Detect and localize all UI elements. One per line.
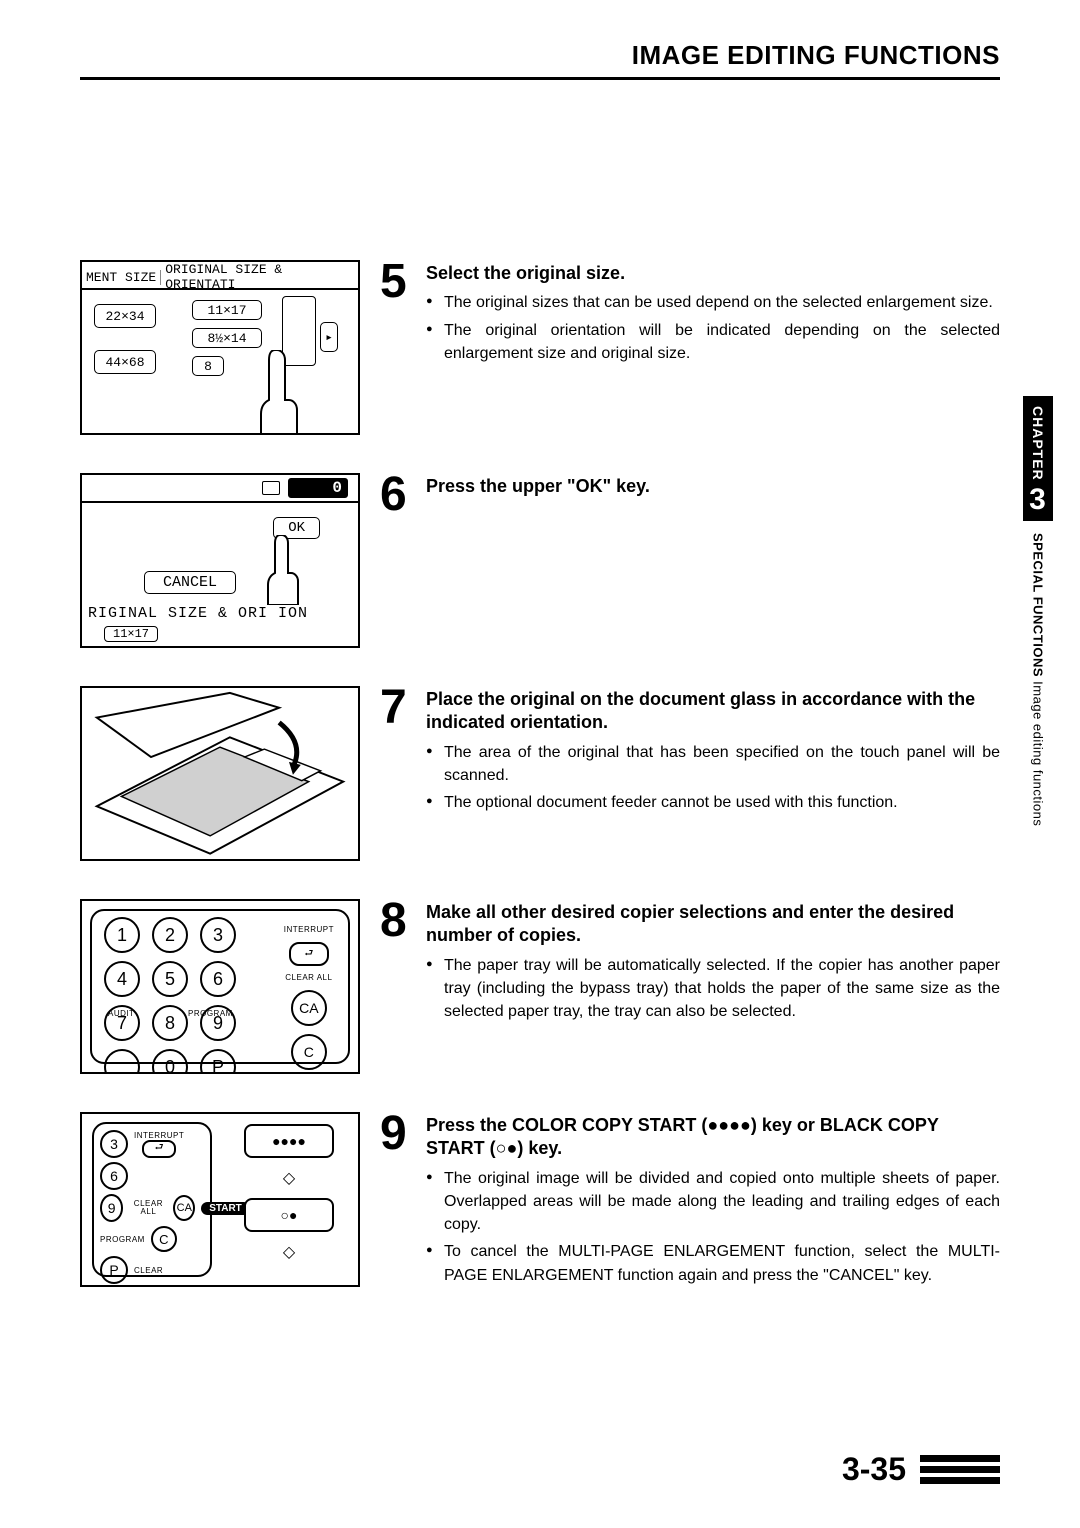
btn-8half14[interactable]: 8½×14	[192, 328, 262, 348]
scanner-glass-icon	[82, 688, 358, 861]
key-p[interactable]: P	[200, 1049, 236, 1074]
clear-button[interactable]: C	[291, 1034, 327, 1070]
step-number: 5	[380, 260, 418, 303]
clear-button[interactable]: C	[151, 1226, 177, 1252]
chapter-label: CHAPTER	[1030, 406, 1046, 481]
key-6[interactable]: 6	[100, 1162, 128, 1190]
illustration-5: MENT SIZE ORIGINAL SIZE & ORIENTATI 22×3…	[80, 260, 360, 435]
illustration-7	[80, 686, 360, 861]
btn-22x34[interactable]: 22×34	[94, 304, 156, 328]
step-title: Press the COLOR COPY START (●●●●) key or…	[426, 1114, 1000, 1161]
bullet: The paper tray will be automatically sel…	[426, 954, 1000, 1024]
step-9: 3 INTERRUPT ⮐ 6 9 CLEAR ALL CA START	[80, 1112, 1000, 1291]
btn-11x17[interactable]: 11×17	[192, 300, 262, 320]
bullet: The original orientation will be indicat…	[426, 319, 1000, 365]
interrupt-button[interactable]: ⮐	[142, 1140, 176, 1158]
chapter-box: CHAPTER 3	[1023, 396, 1053, 521]
side-tab: CHAPTER 3 SPECIAL FUNCTIONS Image editin…	[1016, 396, 1060, 836]
audit-label: AUDIT	[108, 1009, 135, 1018]
illustration-6: 0 OK CANCEL RIGINAL SIZE & ORI ION 11×17	[80, 473, 360, 648]
copies-display: 0	[288, 478, 348, 498]
page-number: 3-35	[842, 1451, 906, 1488]
bullet: The original image will be divided and c…	[426, 1167, 1000, 1237]
diamond-icon: ◇	[283, 1168, 295, 1188]
cancel-button[interactable]: CANCEL	[144, 571, 236, 594]
content: MENT SIZE ORIGINAL SIZE & ORIENTATI 22×3…	[80, 260, 1000, 1291]
btn-8[interactable]: 8	[192, 356, 224, 376]
key-5[interactable]: 5	[152, 961, 188, 997]
step-title: Place the original on the document glass…	[426, 688, 1000, 735]
interrupt-label: INTERRUPT	[284, 925, 334, 934]
step-title: Make all other desired copier selections…	[426, 901, 1000, 948]
illustration-9: 3 INTERRUPT ⮐ 6 9 CLEAR ALL CA START	[80, 1112, 360, 1287]
clear-all-label: CLEAR ALL	[129, 1200, 167, 1216]
black-copy-start-button[interactable]: ○●	[244, 1198, 334, 1232]
page-title: IMAGE EDITING FUNCTIONS	[80, 40, 1000, 71]
btn-scroll-right[interactable]: ▸	[320, 322, 338, 352]
key-4[interactable]: 4	[104, 961, 140, 997]
panel-text: RIGINAL SIZE & ORI ION	[88, 605, 308, 622]
pointing-hand-icon	[258, 535, 306, 605]
side-text: SPECIAL FUNCTIONS Image editing function…	[1031, 533, 1046, 826]
black-dots-icon: ○●	[281, 1207, 298, 1223]
step-number: 7	[380, 686, 418, 729]
program-label: PROGRAM	[100, 1235, 145, 1244]
interrupt-button[interactable]: ⮐	[289, 942, 329, 966]
key-3[interactable]: 3	[200, 917, 236, 953]
bullet: To cancel the MULTI-PAGE ENLARGEMENT fun…	[426, 1240, 1000, 1286]
step-8: 1 2 3 4 5 6 7 8 9 0 P	[80, 899, 1000, 1074]
step-7: 7 Place the original on the document gla…	[80, 686, 1000, 861]
bullet: The area of the original that has been s…	[426, 741, 1000, 787]
bullet: The optional document feeder cannot be u…	[426, 791, 1000, 814]
step-number: 8	[380, 899, 418, 942]
step-5: MENT SIZE ORIGINAL SIZE & ORIENTATI 22×3…	[80, 260, 1000, 435]
interrupt-label: INTERRUPT	[134, 1131, 184, 1140]
step-number: 9	[380, 1112, 418, 1155]
key-blank[interactable]	[104, 1049, 140, 1074]
clear-all-button[interactable]: CA	[173, 1195, 195, 1221]
small-btn[interactable]: 11×17	[104, 626, 158, 642]
chapter-number: 3	[1029, 485, 1047, 515]
page-footer: 3-35	[842, 1451, 1000, 1488]
color-copy-start-button[interactable]: ●●●●	[244, 1124, 334, 1158]
key-6[interactable]: 6	[200, 961, 236, 997]
page-header: IMAGE EDITING FUNCTIONS	[80, 40, 1000, 80]
btn-44x68[interactable]: 44×68	[94, 350, 156, 374]
key-p[interactable]: P	[100, 1256, 128, 1284]
diamond-icon: ◇	[283, 1242, 295, 1262]
program-label: PROGRAM	[188, 1009, 233, 1018]
bullet: The original sizes that can be used depe…	[426, 291, 1000, 314]
panel-header-right: ORIGINAL SIZE & ORIENTATI	[161, 262, 358, 292]
step-6: 0 OK CANCEL RIGINAL SIZE & ORI ION 11×17…	[80, 473, 1000, 648]
pointing-hand-icon	[247, 350, 307, 435]
key-2[interactable]: 2	[152, 917, 188, 953]
key-0[interactable]: 0	[152, 1049, 188, 1074]
step-title: Press the upper "OK" key.	[426, 475, 1000, 498]
doc-icon	[262, 481, 280, 495]
step-number: 6	[380, 473, 418, 516]
clear-all-button[interactable]: CA	[291, 990, 327, 1026]
side-text-rest: Image editing functions	[1031, 677, 1046, 826]
key-1[interactable]: 1	[104, 917, 140, 953]
step-title: Select the original size.	[426, 262, 1000, 285]
footer-bars-icon	[920, 1455, 1000, 1484]
key-8[interactable]: 8	[152, 1005, 188, 1041]
illustration-8: 1 2 3 4 5 6 7 8 9 0 P	[80, 899, 360, 1074]
clear-all-label: CLEAR ALL	[285, 974, 332, 982]
color-dots-icon: ●●●●	[272, 1133, 306, 1149]
side-text-bold: SPECIAL FUNCTIONS	[1031, 533, 1046, 677]
key-3[interactable]: 3	[100, 1130, 128, 1158]
key-9[interactable]: 9	[100, 1194, 123, 1222]
clear-label: CLEAR	[134, 1266, 163, 1275]
panel-header-left: MENT SIZE	[82, 270, 161, 285]
